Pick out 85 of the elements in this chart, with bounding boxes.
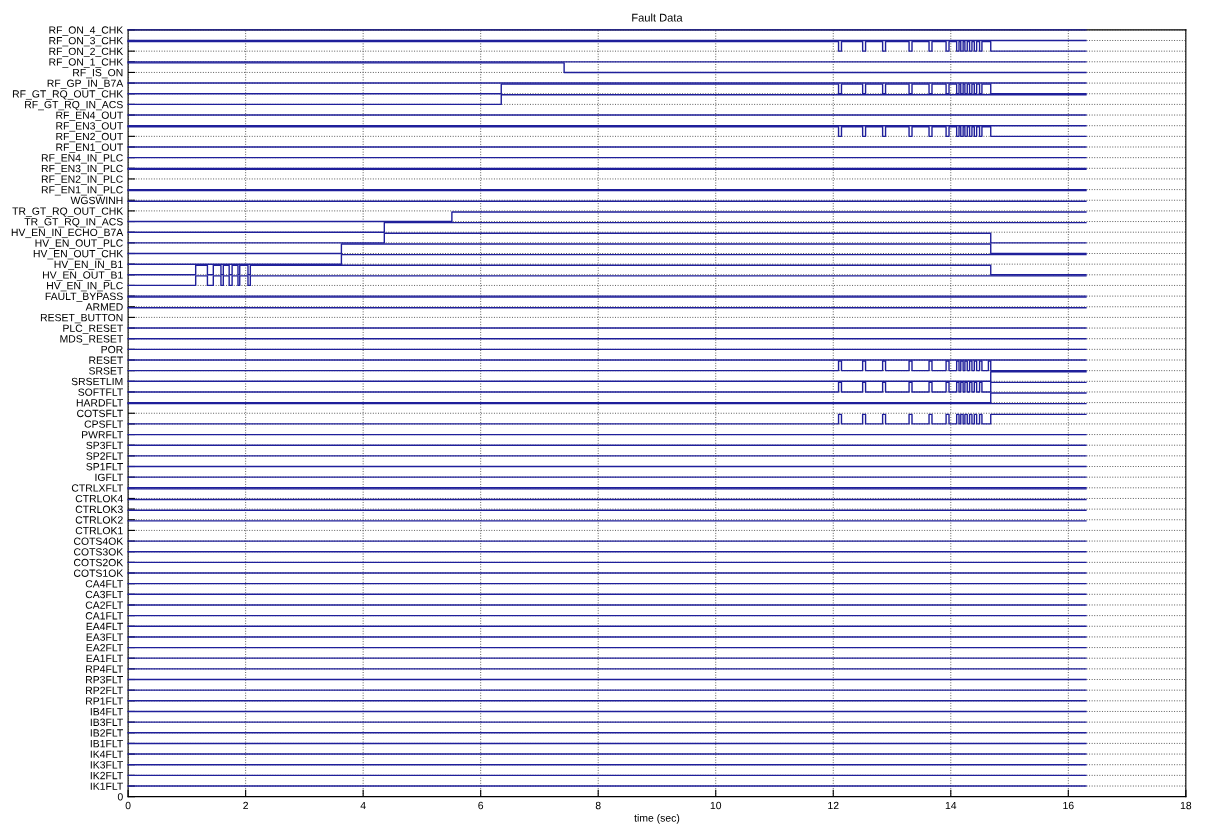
category-label: CA3FLT bbox=[85, 590, 123, 599]
category-label: PLC_RESET bbox=[63, 324, 123, 334]
category-label: SOFTFLT bbox=[78, 388, 123, 396]
x-tick-label: 8 bbox=[595, 801, 601, 810]
category-label: IK2FLT bbox=[90, 771, 123, 780]
category-label: IK4FLT bbox=[90, 750, 123, 758]
category-label: FAULT_BYPASS bbox=[45, 292, 123, 302]
category-label: HV_EN_OUT_PLC bbox=[35, 239, 123, 249]
category-label: IK3FLT bbox=[90, 761, 123, 769]
category-label: RP2FLT bbox=[86, 686, 123, 694]
category-label: RP3FLT bbox=[86, 676, 123, 684]
category-label: RF_EN4_OUT bbox=[56, 111, 123, 121]
category-label: RF_EN3_IN_PLC bbox=[41, 164, 123, 175]
category-label: COTS4OK bbox=[73, 537, 124, 545]
x-axis-title: time (sec) bbox=[634, 814, 680, 824]
category-label: RF_ON_4_CHK bbox=[49, 26, 124, 36]
category-label: TR_GT_RQ_OUT_CHK bbox=[12, 207, 124, 217]
x-tick-label: 14 bbox=[945, 801, 957, 810]
category-label: SP3FLT bbox=[86, 441, 123, 450]
category-label: IB4FLT bbox=[90, 708, 123, 716]
category-label: MDS_RESET bbox=[60, 335, 123, 345]
category-label: RF_EN3_OUT bbox=[56, 122, 123, 132]
category-label: RF_EN1_IN_PLC bbox=[41, 186, 123, 196]
category-label: COTS2OK bbox=[73, 558, 124, 567]
x-tick-label: 10 bbox=[710, 801, 722, 810]
category-label: RF_EN2_IN_PLC bbox=[41, 175, 123, 185]
category-label: COTS3OK bbox=[73, 548, 124, 556]
category-label: EA3FLT bbox=[86, 633, 123, 641]
category-label: SP1FLT bbox=[86, 463, 123, 471]
category-label: CA4FLT bbox=[85, 580, 123, 588]
category-label: CTRLOK1 bbox=[75, 526, 123, 535]
category-label: RF_ON_1_CHK bbox=[49, 58, 124, 68]
category-label: COTSFLT bbox=[77, 409, 123, 418]
category-label: RESET_BUTTON bbox=[40, 313, 123, 324]
category-label: IB2FLT bbox=[90, 729, 123, 737]
category-label: COTS1OK bbox=[73, 569, 124, 577]
category-label: SP2FLT bbox=[86, 452, 123, 460]
category-label: EA2FLT bbox=[86, 644, 123, 652]
category-label: RESET bbox=[89, 356, 123, 364]
category-label: CTRLXFLT bbox=[71, 484, 123, 492]
category-label: HV_EN_IN_PLC bbox=[47, 281, 123, 292]
category-label: PWRFLT bbox=[82, 431, 123, 439]
category-label: IB3FLT bbox=[90, 718, 123, 726]
category-label: RF_ON_2_CHK bbox=[49, 47, 124, 57]
x-tick-label: 12 bbox=[828, 801, 839, 810]
category-label: SRSETLIM bbox=[71, 377, 123, 386]
category-label: EA1FLT bbox=[86, 654, 123, 662]
category-label: EA4FLT bbox=[86, 622, 123, 631]
category-label: RF_EN1_OUT bbox=[56, 143, 123, 153]
category-label: ARMED bbox=[85, 303, 123, 311]
category-label: HV_EN_IN_ECHO_B7A bbox=[11, 228, 124, 239]
category-label: IGFLT bbox=[95, 473, 123, 482]
x-tick-label: 6 bbox=[478, 801, 484, 810]
category-label: CTRLOK3 bbox=[75, 505, 123, 513]
category-label: HV_EN_IN_B1 bbox=[54, 260, 123, 270]
category-label: POR bbox=[101, 345, 123, 354]
category-label: TR_GT_RQ_IN_ACS bbox=[24, 218, 123, 228]
category-label: RF_GP_IN_B7A bbox=[47, 79, 124, 89]
category-label: RF_ON_3_CHK bbox=[49, 37, 124, 47]
x-tick-label: 2 bbox=[243, 801, 248, 810]
category-label: HV_EN_OUT_CHK bbox=[33, 250, 124, 260]
category-label: IB1FLT bbox=[90, 740, 123, 748]
category-label: SRSET bbox=[88, 367, 123, 375]
category-label: HV_EN_OUT_B1 bbox=[43, 271, 123, 281]
chart-title: Fault Data bbox=[632, 13, 683, 22]
category-label: RF_GT_RQ_IN_ACS bbox=[25, 100, 123, 111]
x-tick-label: 0 bbox=[125, 801, 131, 810]
category-label: RF_GT_RQ_OUT_CHK bbox=[12, 90, 124, 100]
category-label: CA2FLT bbox=[85, 601, 123, 609]
category-label: RP4FLT bbox=[86, 665, 123, 673]
category-label: CPSFLT bbox=[84, 420, 123, 428]
category-label: RF_EN2_OUT bbox=[56, 132, 123, 143]
category-label: HARDFLT bbox=[76, 399, 123, 407]
x-tick-label: 18 bbox=[1180, 801, 1192, 810]
x-tick-label: 16 bbox=[1063, 801, 1074, 810]
category-label: RF_EN4_IN_PLC bbox=[41, 154, 123, 164]
category-label: CA1FLT bbox=[85, 612, 123, 620]
category-label: 0 bbox=[117, 793, 123, 801]
category-label: CTRLOK4 bbox=[75, 494, 123, 503]
category-label: CTRLOK2 bbox=[75, 516, 123, 524]
category-label: RF_IS_ON bbox=[73, 68, 123, 79]
category-label: WGSWINH bbox=[70, 196, 123, 205]
category-label: IK1FLT bbox=[90, 782, 123, 790]
category-label: RP1FLT bbox=[86, 697, 123, 705]
x-tick-label: 4 bbox=[360, 801, 366, 810]
